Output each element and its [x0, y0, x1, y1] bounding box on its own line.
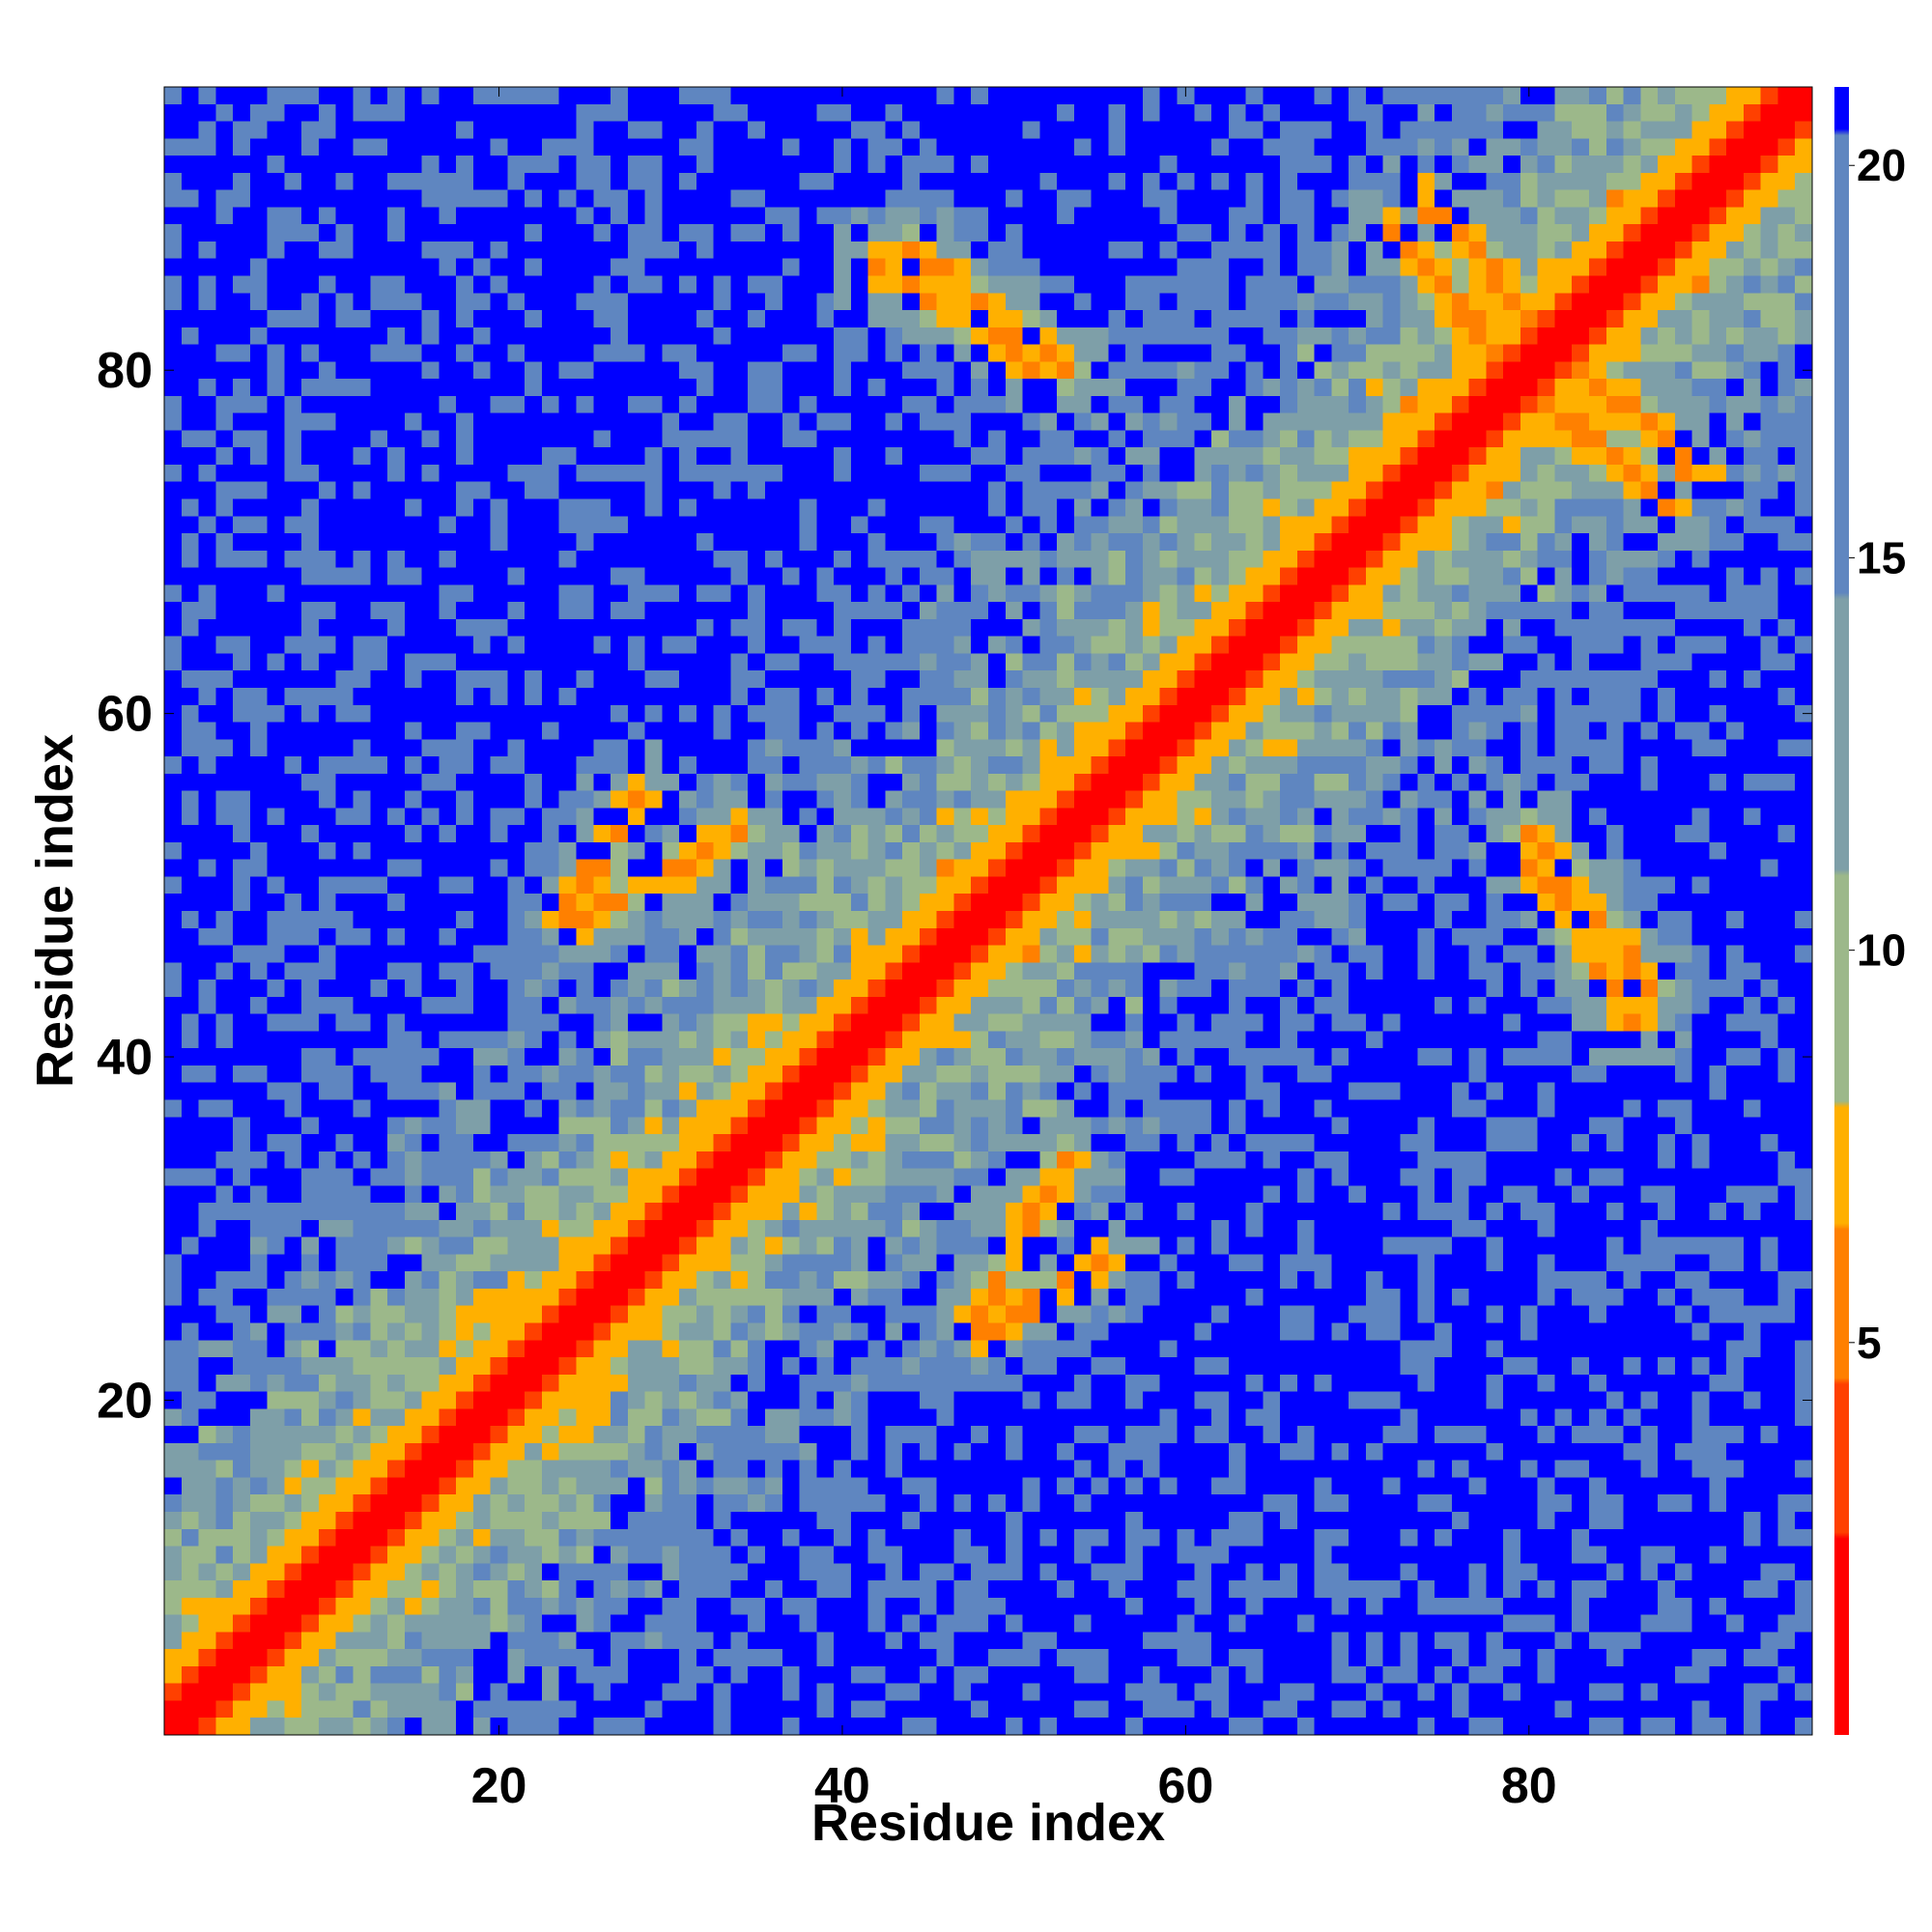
colorbar-tick-label: 15: [1857, 532, 1906, 582]
y-tick-label: 80: [97, 343, 153, 399]
heatmap-plot-area: [164, 87, 1812, 1735]
colorbar-tick-label: 10: [1857, 925, 1906, 976]
x-tick-label: 80: [1501, 1758, 1557, 1814]
colorbar-ticks: 5 10 15 20: [1849, 140, 1906, 1368]
x-axis-label: Residue index: [811, 1794, 1165, 1852]
y-tick-label: 20: [97, 1373, 153, 1429]
y-tick-label: 40: [97, 1030, 153, 1086]
plot-frame: [163, 86, 1813, 1736]
x-tick-label: 20: [471, 1758, 527, 1814]
y-tick-label: 60: [97, 687, 153, 743]
x-tick-label: 40: [814, 1758, 870, 1814]
colorbar-tick-label: 20: [1857, 140, 1906, 190]
x-tick-label: 60: [1157, 1758, 1213, 1814]
colorbar: [1834, 87, 1849, 1735]
colorbar-tick-label: 5: [1857, 1318, 1882, 1368]
x-axis-ticks: 20 40 60 80: [471, 87, 1557, 1814]
y-axis-ticks: 20 40 60 80: [97, 343, 1812, 1429]
y-axis-label: Residue index: [26, 734, 84, 1088]
